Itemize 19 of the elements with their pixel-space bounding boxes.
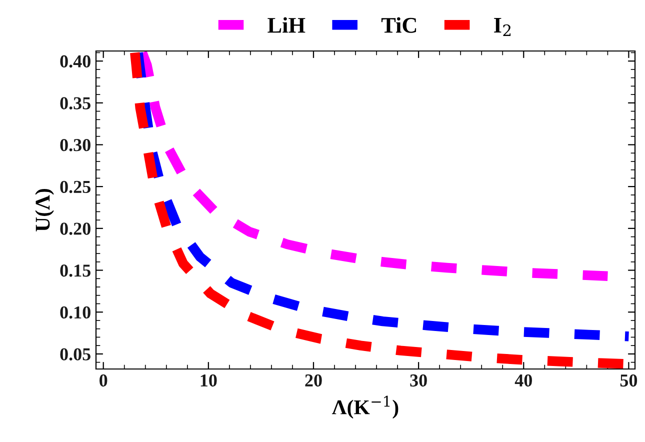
y-tick-label: 0.10: [60, 306, 90, 319]
x-tick-label: 50: [620, 374, 638, 387]
y-tick-label: 0.35: [60, 97, 90, 110]
x-axis-title: Λ(K$^{−1}$): [332, 396, 398, 419]
legend-label: LiH: [268, 17, 306, 33]
x-tick-label: 10: [200, 374, 217, 387]
y-axis-title: U(Λ): [35, 188, 54, 232]
y-tick-label: 0.20: [60, 222, 90, 235]
x-tick-label: 40: [514, 374, 532, 387]
x-tick-label: 30: [410, 374, 427, 387]
y-tick-label: 0.40: [60, 55, 90, 68]
y-tick-label: 0.25: [60, 180, 90, 194]
legend-label: I$_{2}$: [494, 18, 511, 36]
legend-label: TiC: [381, 17, 416, 33]
y-tick-label: 0.15: [60, 264, 90, 277]
y-tick-label: 0.30: [60, 138, 90, 152]
y-tick-label: 0.05: [60, 348, 90, 360]
x-tick-label: 20: [305, 374, 322, 387]
x-tick-label: 0: [100, 374, 108, 387]
